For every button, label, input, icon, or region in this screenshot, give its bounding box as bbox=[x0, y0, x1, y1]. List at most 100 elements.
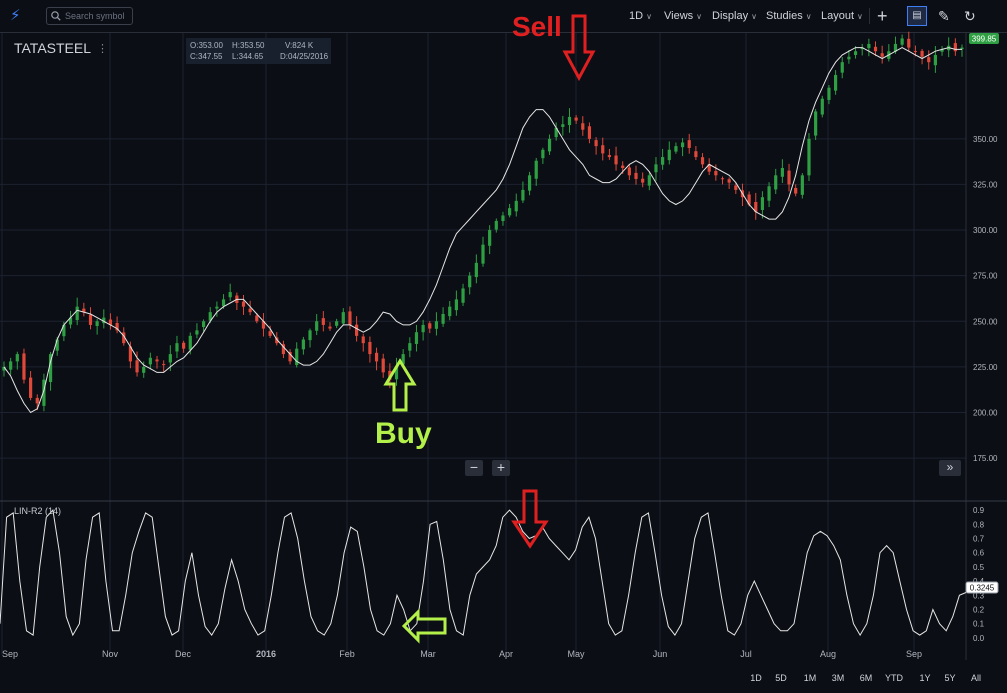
candle-body bbox=[221, 299, 226, 307]
candle-body bbox=[547, 138, 552, 152]
candle-body bbox=[29, 377, 33, 398]
candle-body bbox=[241, 301, 246, 307]
candle-body bbox=[361, 336, 365, 344]
display-menu[interactable]: Display ∨ bbox=[712, 0, 757, 32]
candle-body bbox=[694, 151, 698, 158]
candle-body bbox=[295, 348, 299, 366]
candle-body bbox=[541, 149, 545, 159]
candle-body bbox=[933, 54, 937, 66]
candle-body bbox=[195, 330, 199, 335]
zoom-in-button[interactable]: + bbox=[492, 460, 510, 476]
candle-body bbox=[601, 145, 605, 154]
layout-menu[interactable]: Layout ∨ bbox=[821, 0, 863, 32]
candle-body bbox=[335, 321, 339, 326]
studies-label: Studies bbox=[766, 10, 803, 22]
candle-body bbox=[913, 51, 918, 53]
candle-body bbox=[162, 364, 166, 366]
lightning-icon[interactable]: ⚡ bbox=[10, 7, 21, 24]
candle-body bbox=[394, 366, 399, 380]
moving-average-line bbox=[3, 47, 962, 414]
candle-body bbox=[807, 138, 811, 176]
price-tick-label: 225.00 bbox=[973, 363, 998, 372]
candle-body bbox=[960, 47, 964, 50]
date-tick-label: Jun bbox=[653, 649, 668, 659]
candle-body bbox=[907, 38, 911, 48]
ohlc-high: H:353.50 bbox=[232, 41, 265, 50]
candle-body bbox=[554, 127, 558, 138]
candle-body bbox=[261, 320, 266, 329]
more-options-icon[interactable]: ⋮ bbox=[97, 43, 108, 55]
candle-body bbox=[820, 98, 824, 115]
search-input[interactable] bbox=[65, 9, 131, 23]
candle-body bbox=[55, 339, 59, 351]
candle-body bbox=[634, 172, 638, 179]
views-menu[interactable]: Views ∨ bbox=[664, 0, 702, 32]
chevron-down-icon: ∨ bbox=[751, 12, 757, 21]
candle-body bbox=[787, 170, 791, 185]
sell-marker: Sell bbox=[511, 11, 596, 549]
candle-body bbox=[248, 308, 252, 313]
candle-body bbox=[780, 168, 784, 177]
scroll-to-latest-button[interactable]: » bbox=[939, 460, 961, 476]
candle-body bbox=[727, 179, 731, 183]
candle-body bbox=[607, 155, 612, 158]
indicator-tick-label: 0.6 bbox=[973, 549, 985, 558]
candle-body bbox=[720, 178, 725, 180]
refresh-icon[interactable]: ↻ bbox=[964, 8, 976, 24]
candle-body bbox=[268, 331, 272, 336]
symbol-search[interactable] bbox=[46, 7, 133, 25]
buy-label: Buy bbox=[375, 417, 432, 450]
candle-body bbox=[48, 354, 53, 383]
range-button-1y[interactable]: 1Y bbox=[919, 673, 931, 683]
candle-body bbox=[168, 354, 172, 363]
candle-body bbox=[860, 47, 864, 50]
candle-body bbox=[2, 366, 6, 371]
range-button-all[interactable]: All bbox=[970, 673, 981, 683]
zoom-out-button[interactable]: − bbox=[465, 460, 483, 476]
candle-body bbox=[142, 366, 146, 373]
candle-body bbox=[527, 175, 532, 191]
candle-body bbox=[434, 321, 439, 329]
crosshair-icon[interactable]: + bbox=[877, 6, 888, 26]
interval-label: 1D bbox=[629, 10, 644, 22]
views-label: Views bbox=[664, 10, 694, 22]
candle-body bbox=[508, 208, 512, 216]
candle-body bbox=[441, 313, 445, 324]
pencil-icon[interactable]: ✎ bbox=[938, 8, 950, 24]
buy-marker: Buy bbox=[375, 358, 447, 644]
candle-body bbox=[714, 171, 718, 176]
studies-menu[interactable]: Studies ∨ bbox=[766, 0, 812, 32]
candle-body bbox=[275, 337, 279, 344]
comment-icon[interactable]: ▤ bbox=[907, 6, 927, 26]
date-tick-label: Sep bbox=[906, 649, 922, 659]
range-button-5y[interactable]: 5Y bbox=[944, 673, 956, 683]
candle-body bbox=[461, 288, 465, 303]
interval-dropdown[interactable]: 1D ∨ bbox=[629, 0, 652, 32]
candle-body bbox=[348, 311, 352, 325]
candle-body bbox=[847, 56, 851, 60]
candle-body bbox=[754, 202, 758, 212]
date-tick-label: Nov bbox=[102, 649, 119, 659]
range-button-ytd[interactable]: YTD bbox=[885, 673, 903, 683]
candle-body bbox=[561, 124, 565, 127]
candle-body bbox=[614, 155, 618, 165]
price-tick-label: 350.00 bbox=[973, 135, 998, 144]
ohlc-volume: V:824 K bbox=[285, 41, 314, 50]
chevron-down-icon: ∨ bbox=[857, 12, 863, 21]
candle-body bbox=[474, 262, 478, 278]
range-button-1d[interactable]: 1D bbox=[750, 673, 762, 683]
candle-body bbox=[88, 314, 93, 325]
price-axis: 175.00 200.00 225.00 250.00 275.00 300.00 325.… bbox=[973, 135, 998, 463]
candle-body bbox=[215, 306, 219, 309]
range-button-3m[interactable]: 3M bbox=[831, 673, 845, 683]
candle-body bbox=[833, 74, 838, 91]
range-button-6m[interactable]: 6M bbox=[859, 673, 873, 683]
candle-body bbox=[880, 53, 884, 57]
indicator-tick-label: 0.0 bbox=[973, 634, 985, 643]
range-button-5d[interactable]: 5D bbox=[775, 673, 787, 683]
candle-body bbox=[900, 38, 904, 45]
candle-body bbox=[15, 354, 19, 362]
range-button-1m[interactable]: 1M bbox=[803, 673, 817, 683]
candle-body bbox=[534, 160, 538, 179]
